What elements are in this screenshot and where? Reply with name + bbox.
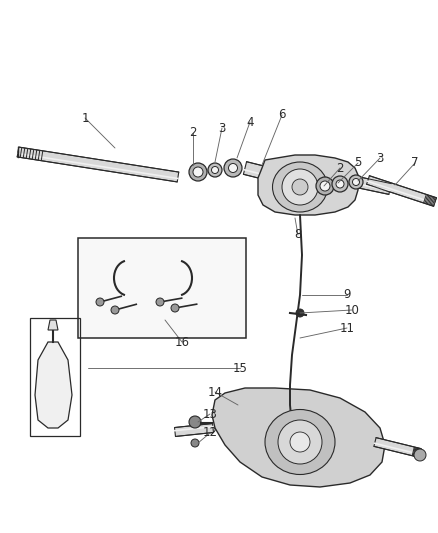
Text: 10: 10	[345, 303, 360, 317]
Polygon shape	[48, 320, 58, 330]
Circle shape	[332, 176, 348, 192]
Text: 6: 6	[278, 109, 286, 122]
Circle shape	[224, 159, 242, 177]
Circle shape	[316, 177, 334, 195]
Text: 13: 13	[202, 408, 217, 421]
Polygon shape	[174, 424, 213, 437]
Text: 11: 11	[339, 321, 354, 335]
Text: R
T
V: R T V	[49, 370, 57, 400]
Text: 12: 12	[202, 426, 218, 440]
Text: 15: 15	[233, 361, 247, 375]
Text: 5: 5	[354, 157, 362, 169]
Circle shape	[189, 416, 201, 428]
Ellipse shape	[272, 162, 328, 212]
Circle shape	[290, 432, 310, 452]
Text: 2: 2	[336, 161, 344, 174]
Bar	[30, 318, 80, 436]
Polygon shape	[35, 342, 72, 428]
Circle shape	[414, 449, 426, 461]
Text: 3: 3	[218, 122, 226, 134]
Polygon shape	[351, 175, 391, 195]
Bar	[78, 238, 246, 338]
Polygon shape	[367, 176, 436, 206]
Circle shape	[191, 439, 199, 447]
Circle shape	[282, 169, 318, 205]
Text: 3: 3	[376, 151, 384, 165]
Circle shape	[296, 309, 304, 317]
Circle shape	[353, 179, 360, 185]
Polygon shape	[212, 388, 385, 487]
Polygon shape	[244, 161, 307, 189]
Text: 4: 4	[246, 116, 254, 128]
Text: 8: 8	[294, 229, 302, 241]
Text: 1: 1	[81, 111, 89, 125]
Circle shape	[96, 298, 104, 306]
Text: 14: 14	[208, 385, 223, 399]
Text: 2: 2	[189, 126, 197, 140]
Circle shape	[229, 164, 237, 173]
Circle shape	[156, 298, 164, 306]
Ellipse shape	[265, 409, 335, 474]
Text: 7: 7	[411, 157, 419, 169]
Polygon shape	[374, 438, 421, 457]
Circle shape	[349, 175, 363, 189]
Circle shape	[208, 163, 222, 177]
Polygon shape	[17, 147, 179, 182]
Circle shape	[171, 304, 179, 312]
Circle shape	[320, 181, 330, 191]
Circle shape	[189, 163, 207, 181]
Circle shape	[336, 180, 344, 188]
Text: 16: 16	[174, 335, 190, 349]
Circle shape	[212, 166, 219, 174]
Polygon shape	[258, 155, 358, 215]
Circle shape	[193, 167, 203, 177]
Circle shape	[111, 306, 119, 314]
Circle shape	[278, 420, 322, 464]
Circle shape	[292, 179, 308, 195]
Text: 9: 9	[343, 288, 351, 302]
